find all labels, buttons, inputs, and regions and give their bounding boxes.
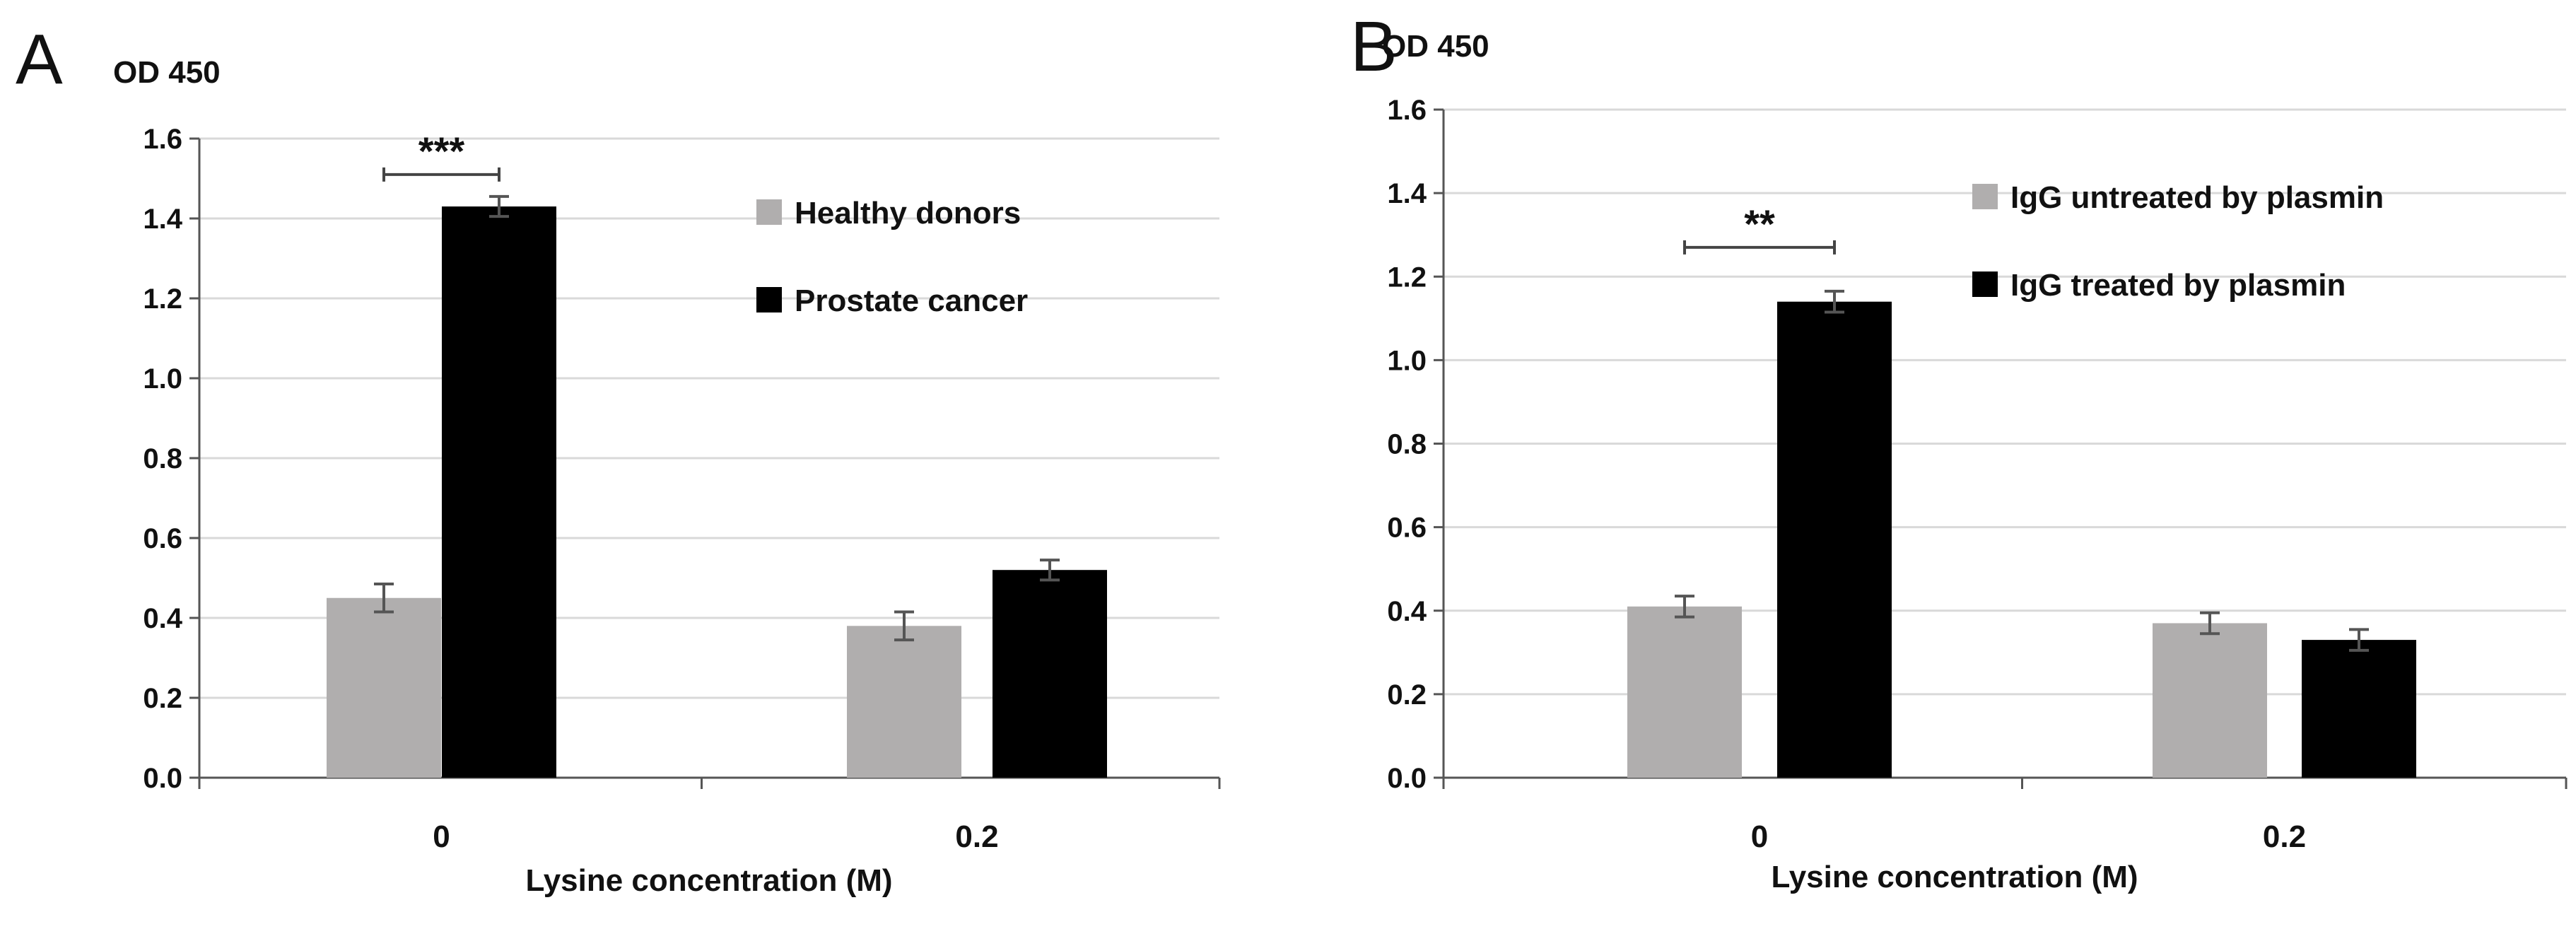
panel-b-letter: B bbox=[1350, 7, 1398, 86]
panel-a-bar-2-0 bbox=[442, 206, 556, 778]
panel-b-y-tick-label: 1.2 bbox=[1387, 262, 1427, 293]
panel-a-category-label: 0 bbox=[433, 819, 450, 854]
panel-a-x-axis-label: Lysine concentration (M) bbox=[525, 863, 892, 898]
panel-b-y-tick-label: 0.6 bbox=[1387, 513, 1427, 544]
panel-b-legend-swatch bbox=[1972, 271, 1998, 297]
panel-b-bar-1-0 bbox=[1627, 606, 1742, 778]
panel-b-significance-label: ** bbox=[1744, 201, 1775, 246]
panel-a-significance-bracket bbox=[382, 167, 500, 182]
panel-a-y-tick-label: 0.2 bbox=[143, 683, 182, 714]
panel-b-y-axis-label: OD 450 bbox=[1382, 29, 1489, 64]
panel-b-category-label: 0 bbox=[1751, 819, 1768, 854]
panel-b-significance-bracket bbox=[1683, 240, 1836, 255]
panel-b-legend-swatch bbox=[1972, 184, 1998, 209]
panel-b-category-label: 0.2 bbox=[2263, 819, 2306, 854]
panel-b-y-tick-label: 0.8 bbox=[1387, 429, 1427, 460]
panel-a-y-tick-label: 1.2 bbox=[143, 284, 182, 315]
panel-a-legend-swatch bbox=[756, 199, 782, 225]
panel-a-error-bar bbox=[1040, 559, 1060, 582]
panel-b-error-bar bbox=[1825, 289, 1844, 314]
panel-b-y-tick-label: 1.6 bbox=[1387, 95, 1427, 126]
panel-a: A OD 450 0.0 0.2 0.4 0.6 0.8 1.0 1.2 1.4 1.6 0 0.2 **… bbox=[16, 20, 1221, 898]
panel-b-y-tick-label: 1.0 bbox=[1387, 345, 1427, 376]
panel-b-bar-2-0 bbox=[1777, 301, 1892, 778]
panel-a-y-tick-label: 0.8 bbox=[143, 443, 182, 474]
panel-a-bar-1-0_2 bbox=[847, 626, 961, 778]
panel-b-bar-1-0_2 bbox=[2153, 623, 2267, 778]
panel-b-error-bar bbox=[2200, 611, 2220, 636]
panel-b-error-bar bbox=[1675, 595, 1694, 619]
panel-b-y-tick-label: 0.2 bbox=[1387, 679, 1427, 711]
panel-a-category-label: 0.2 bbox=[955, 819, 998, 854]
panel-a-bar-2-0_2 bbox=[993, 570, 1107, 778]
panel-a-legend-label: Prostate cancer bbox=[795, 284, 1028, 318]
panel-a-y-tick-label: 0.0 bbox=[143, 763, 182, 794]
panel-b-error-bar bbox=[2349, 628, 2369, 652]
panel-a-y-tick-label: 1.4 bbox=[143, 204, 182, 235]
panel-b-legend-label: IgG treated by plasmin bbox=[2010, 268, 2346, 303]
panel-a-y-tick-label: 0.6 bbox=[143, 523, 182, 554]
panel-a-error-bar bbox=[374, 582, 394, 614]
panel-b-bar-2-0_2 bbox=[2302, 640, 2416, 778]
panel-a-error-bar bbox=[489, 194, 509, 218]
panel-a-y-tick-label: 1.0 bbox=[143, 363, 182, 395]
panel-b-legend-label: IgG untreated by plasmin bbox=[2010, 180, 2384, 215]
panel-b-x-axis-label: Lysine concentration (M) bbox=[1771, 860, 2138, 894]
panel-b: BOD 450 0.0 0.2 0.4 0.6 0.8 1.0 1.2 1.4 1.6 0 0.2 **… bbox=[1350, 7, 2568, 894]
panel-a-y-axis-label: OD 450 bbox=[113, 55, 221, 90]
panel-b-y-tick-label: 0.4 bbox=[1387, 596, 1427, 627]
panel-a-bar-1-0 bbox=[327, 597, 441, 778]
panel-a-y-tick-label: 1.6 bbox=[143, 124, 182, 155]
panel-b-y-tick-label: 0.0 bbox=[1387, 763, 1427, 794]
panel-a-letter: A bbox=[16, 20, 63, 99]
panel-b-y-tick-label: 1.4 bbox=[1387, 178, 1427, 209]
panel-a-legend-swatch bbox=[756, 287, 782, 312]
panel-a-y-tick-label: 0.4 bbox=[143, 603, 182, 634]
panel-a-error-bar bbox=[894, 610, 914, 642]
panel-a-legend-label: Healthy donors bbox=[795, 196, 1021, 230]
panel-a-significance-label: *** bbox=[418, 129, 465, 173]
